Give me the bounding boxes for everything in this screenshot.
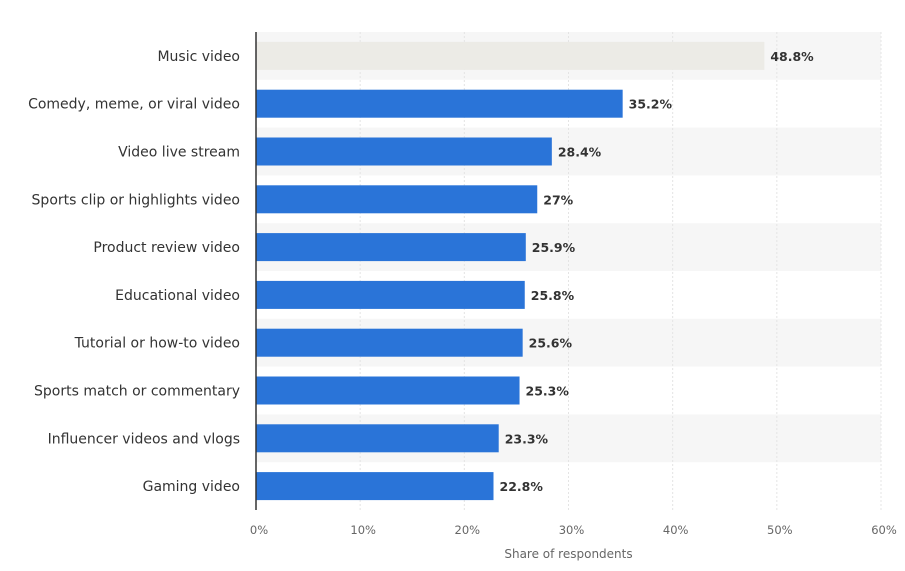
bars [256,41,765,501]
category-label: Sports match or commentary [34,384,240,400]
x-tick-label: 10% [350,523,376,537]
x-tick-label: 60% [871,523,897,537]
bar [256,328,523,357]
category-label: Comedy, meme, or viral video [28,97,240,113]
category-labels: Music video Comedy, meme, or viral video V… [28,49,240,495]
category-label: Educational video [115,288,240,304]
bar [256,472,494,501]
category-label: Product review video [93,240,240,256]
value-label: 25.8% [531,288,575,303]
value-labels: 48.8% 35.2% 28.4% 27% 25.9% 25.8% 25.6% 25.3% 23… [500,49,815,494]
x-axis-ticks: 0% 10% 20% 30% 40% 50% 60% [250,523,897,537]
value-label: 25.3% [526,384,570,399]
bar [256,280,525,309]
category-label: Gaming video [143,479,240,495]
category-label: Video live stream [118,145,240,161]
bar [256,424,499,453]
bar [256,137,552,166]
x-axis-title: Share of respondents [504,547,632,561]
category-label: Influencer videos and vlogs [48,431,240,447]
value-label: 22.8% [500,479,544,494]
bar [256,41,765,70]
category-label: Sports clip or highlights video [32,192,240,208]
value-label: 25.6% [529,336,573,351]
bar [256,376,520,405]
bar [256,233,526,262]
value-label: 27% [543,192,573,207]
value-label: 48.8% [770,49,814,64]
value-label: 23.3% [505,431,549,446]
value-label: 35.2% [629,97,673,112]
bar [256,89,623,118]
category-label: Music video [157,49,240,65]
x-tick-label: 0% [250,523,268,537]
x-tick-label: 30% [559,523,585,537]
x-tick-label: 40% [663,523,689,537]
x-tick-label: 20% [455,523,481,537]
value-label: 28.4% [558,145,602,160]
x-tick-label: 50% [767,523,793,537]
category-label: Tutorial or how-to video [74,336,240,352]
value-label: 25.9% [532,240,576,255]
bar [256,185,538,214]
